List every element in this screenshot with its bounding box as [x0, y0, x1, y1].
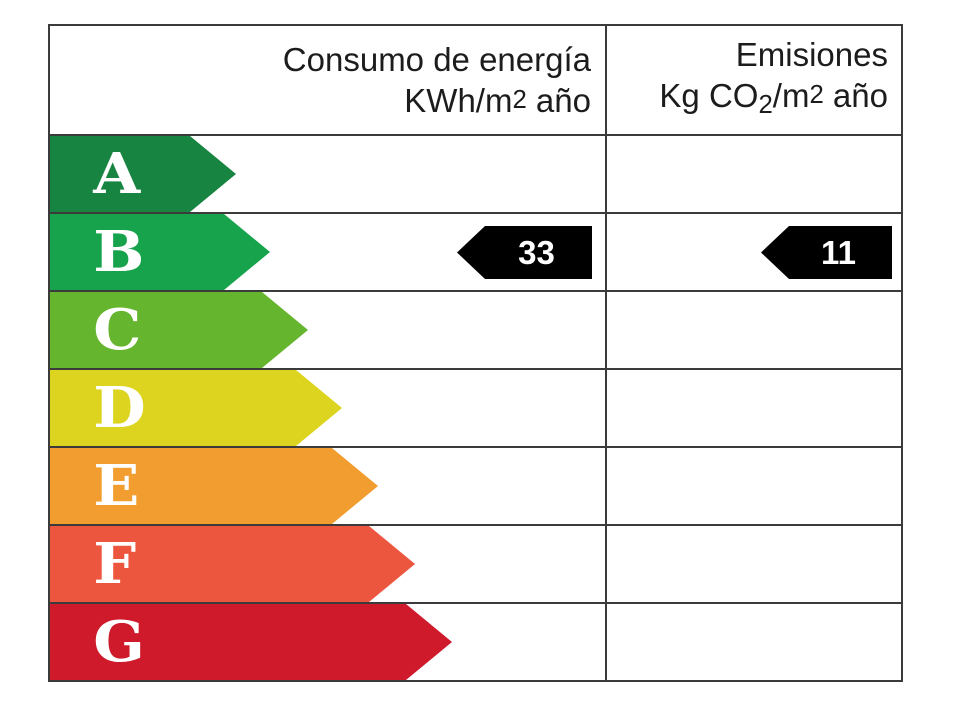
header-text-segment: Kg CO [659, 77, 759, 115]
header-text-segment: 2 [758, 90, 773, 119]
rating-arrow-G: G [50, 604, 452, 680]
consumption-value-marker-arrow: 33 [457, 226, 592, 279]
rating-letter-B: B [93, 219, 145, 285]
header-text-segment: KWh/m [404, 82, 513, 120]
rating-letter-G: G [93, 609, 145, 675]
consumption-column-header: Consumo de energía KWh/m2 año [50, 26, 605, 134]
rating-row-B: B 33 11 [50, 214, 901, 292]
rating-scale-rows: A B 33 11 C D E F G [50, 136, 901, 680]
emissions-value-marker-arrow: 11 [761, 226, 892, 279]
rating-arrow-B: B [50, 214, 270, 290]
emissions-column-header: Emisiones Kg CO2/m2 año [605, 26, 901, 134]
consumption-header-line1: Consumo de energía [282, 40, 591, 78]
rating-row-D: D [50, 370, 901, 448]
rating-row-F: F [50, 526, 901, 604]
rating-letter-F: F [93, 531, 137, 597]
rating-arrow-A: A [50, 136, 236, 212]
emissions-value: 11 [821, 234, 856, 271]
header-text-segment: 2 [512, 85, 527, 114]
header-text-segment: /m [772, 77, 810, 115]
rating-letter-C: C [93, 297, 142, 363]
table-header: Consumo de energía KWh/m2 año Emisiones … [50, 26, 901, 136]
rating-arrow-E: E [50, 448, 378, 524]
consumption-value: 33 [518, 234, 555, 271]
header-text-segment: año [526, 82, 591, 120]
rating-row-G: G [50, 604, 901, 680]
consumption-header-line2: KWh/m2 año [50, 80, 591, 121]
rating-letter-A: A [93, 141, 141, 207]
energy-rating-table: Consumo de energía KWh/m2 año Emisiones … [48, 24, 903, 682]
rating-arrow-D: D [50, 370, 342, 446]
rating-letter-E: E [93, 453, 140, 519]
emissions-header-line1: Emisiones [735, 36, 888, 74]
rating-arrow-C: C [50, 292, 308, 368]
emissions-header-line2: Kg CO2/m2 año [605, 75, 888, 126]
rating-letter-D: D [93, 375, 146, 441]
header-text-segment: año [823, 77, 888, 115]
column-divider [605, 26, 607, 680]
rating-arrow-F: F [50, 526, 415, 602]
rating-row-A: A [50, 136, 901, 214]
header-text-segment: 2 [809, 81, 824, 110]
rating-row-E: E [50, 448, 901, 526]
rating-row-C: C [50, 292, 901, 370]
